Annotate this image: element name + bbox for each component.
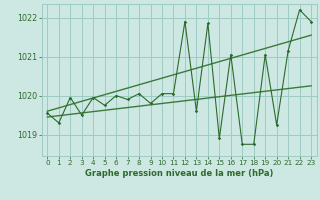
- X-axis label: Graphe pression niveau de la mer (hPa): Graphe pression niveau de la mer (hPa): [85, 169, 273, 178]
